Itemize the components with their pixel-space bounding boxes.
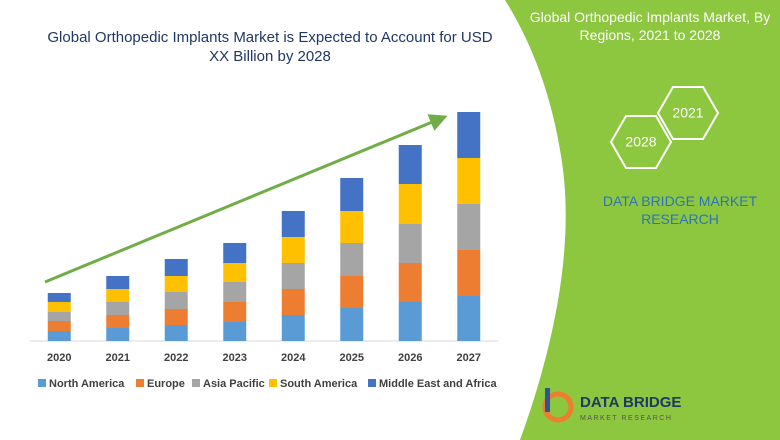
- bar-segment: [47, 302, 71, 312]
- bar-segment: [47, 331, 71, 341]
- legend-swatch: [38, 379, 46, 387]
- bar-segment: [457, 112, 481, 158]
- bar-segment: [281, 211, 305, 237]
- bar-segment: [223, 322, 247, 341]
- x-tick-label: 2022: [164, 352, 188, 364]
- bar-segment: [164, 292, 188, 309]
- x-tick-label: 2025: [340, 352, 364, 364]
- x-tick-label: 2024: [281, 352, 306, 364]
- bar-segment: [47, 293, 71, 302]
- legend-swatch: [269, 379, 277, 387]
- bar-segment: [398, 184, 422, 224]
- green-panel: [505, 0, 780, 440]
- bar-segment: [223, 263, 247, 282]
- x-tick-label: 2020: [47, 352, 71, 364]
- bar-segment: [340, 276, 364, 308]
- bar-segment: [164, 325, 188, 341]
- trend-arrow: [44, 114, 448, 284]
- bar-segment: [106, 328, 130, 341]
- panel-brand: DATA BRIDGE MARKET RESEARCH: [602, 193, 758, 227]
- x-tick-label: 2027: [457, 352, 481, 364]
- bar-segment: [47, 312, 71, 321]
- legend-swatch: [136, 379, 144, 387]
- bar-segment: [106, 276, 130, 289]
- bar-segment: [457, 250, 481, 296]
- x-tick-label: 2023: [223, 352, 247, 364]
- bar-segment: [398, 302, 422, 341]
- legend-label: Europe: [147, 378, 185, 390]
- logo-name: DATA BRIDGE: [580, 394, 681, 411]
- bar-segment: [457, 204, 481, 250]
- bar-segment: [223, 282, 247, 302]
- legend-swatch: [192, 379, 200, 387]
- x-tick-label: 2026: [398, 352, 422, 364]
- badge: 2028: [625, 134, 656, 150]
- bar-segment: [223, 243, 247, 263]
- bar-segment: [47, 321, 71, 331]
- legend-label: Middle East and Africa: [379, 378, 497, 390]
- bar-segment: [281, 315, 305, 341]
- bar-segment: [106, 289, 130, 302]
- bar-segment: [164, 309, 188, 325]
- bar-segment: [398, 224, 422, 263]
- x-tick-label: 2021: [106, 352, 130, 364]
- bar-segment: [106, 315, 130, 328]
- hexagon: [609, 115, 673, 169]
- bar-segment: [223, 302, 247, 322]
- bar-segment: [281, 237, 305, 263]
- legend-label: North America: [49, 378, 125, 390]
- bar-segment: [457, 158, 481, 204]
- bar-segment: [164, 259, 188, 276]
- bar-segment: [340, 178, 364, 211]
- hexagon: [656, 86, 720, 140]
- badge: 2021: [672, 105, 703, 121]
- bar-segment: [398, 145, 422, 184]
- bar-segment: [281, 263, 305, 289]
- bar-segment: [106, 302, 130, 315]
- bar-segment: [164, 276, 188, 292]
- bar-segment: [340, 308, 364, 341]
- chart-title: Global Orthopedic Implants Market is Exp…: [47, 29, 493, 65]
- bar-segment: [457, 296, 481, 341]
- logo-tagline: MARKET RESEARCH: [580, 415, 672, 422]
- bar-segment: [340, 211, 364, 243]
- bar-segment: [340, 243, 364, 276]
- legend-swatch: [368, 379, 376, 387]
- legend-label: Asia Pacific: [203, 378, 265, 390]
- legend-label: South America: [280, 378, 358, 390]
- bar-segment: [281, 289, 305, 315]
- logo-icon: [542, 388, 574, 423]
- panel-title: Global Orthopedic Implants Market, By Re…: [529, 9, 771, 43]
- bar-segment: [398, 263, 422, 302]
